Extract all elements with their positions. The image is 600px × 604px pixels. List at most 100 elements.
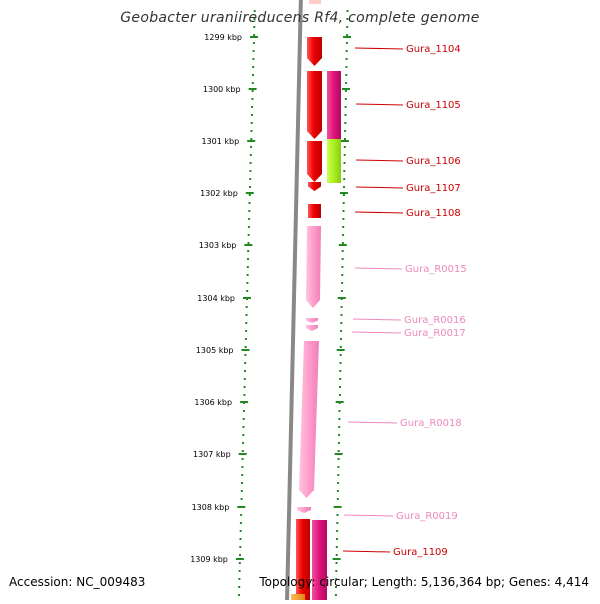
scale-dot <box>341 282 344 284</box>
scale-dot <box>345 82 348 84</box>
gene-label-gura-r0015[interactable]: Gura_R0015 <box>405 264 467 275</box>
scale-tick <box>343 36 351 38</box>
scale-tick <box>339 192 348 194</box>
scale-dot <box>345 42 348 44</box>
scale-dot <box>337 458 340 460</box>
scale-tick <box>333 506 342 508</box>
scale-dot <box>246 274 249 276</box>
scale-tick <box>248 88 257 90</box>
gene-label-gura-1106[interactable]: Gura_1106 <box>406 156 461 167</box>
scale-dot <box>336 538 338 540</box>
scale-dot <box>336 498 339 500</box>
scale-dot <box>340 290 343 292</box>
scale-dot <box>336 530 339 532</box>
cds-feature-1302[interactable] <box>308 204 321 218</box>
scale-dot <box>341 258 344 260</box>
gene-label-gura-1107[interactable]: Gura_1107 <box>406 183 461 194</box>
cds-feature-1301b[interactable] <box>308 182 321 191</box>
scale-tick-label: 1299 kbp <box>204 33 242 42</box>
gene-label-leader <box>343 514 394 517</box>
cds-feature-1301[interactable] <box>307 141 322 182</box>
cds-feature-1309b[interactable] <box>291 594 305 600</box>
gene-label-gura-r0017[interactable]: Gura_R0017 <box>404 328 466 339</box>
gene-label-leader <box>352 318 402 321</box>
scale-dot <box>245 322 248 324</box>
scale-dot <box>345 58 348 60</box>
scale-dot <box>241 458 244 460</box>
scale-dot <box>337 466 340 468</box>
gene-feature-gura-r0019[interactable] <box>297 507 311 513</box>
gene-label-gura-1108[interactable]: Gura_1108 <box>406 208 461 219</box>
gene-feature-gura-1105[interactable] <box>327 71 341 139</box>
gene-label-gura-r0019[interactable]: Gura_R0019 <box>396 511 458 522</box>
gene-label-gura-1109[interactable]: Gura_1109 <box>393 547 448 558</box>
scale-dot <box>239 530 242 532</box>
scale-dot <box>336 514 339 516</box>
scale-dot <box>342 234 345 236</box>
scale-tick <box>337 297 346 299</box>
scale-dot <box>238 594 240 596</box>
scale-dot <box>245 330 248 332</box>
scale-dot <box>344 106 347 108</box>
gene-label-leader <box>355 159 404 162</box>
scale-tick <box>243 297 251 299</box>
gene-feature-gura-1109[interactable] <box>312 520 327 600</box>
scale-dot <box>247 234 250 236</box>
gene-feature-gura-r0015[interactable] <box>306 226 321 308</box>
scale-dot <box>241 466 244 468</box>
scale-dot <box>244 354 247 356</box>
scale-dot <box>244 362 247 364</box>
scale-tick-label: 1300 kbp <box>203 85 241 94</box>
scale-dot <box>338 394 341 396</box>
cds-feature-1299[interactable] <box>307 37 322 66</box>
scale-dot <box>247 258 249 260</box>
scale-dot <box>248 210 251 212</box>
scale-dot <box>344 138 346 140</box>
scale-dot <box>335 546 338 548</box>
scale-dot <box>343 186 345 188</box>
scale-dot <box>340 322 343 324</box>
scale-tick-label: 1309 kbp <box>190 555 228 564</box>
scale-dot <box>336 522 339 524</box>
scale-dot <box>252 42 255 44</box>
cds-feature-1309a[interactable] <box>296 519 310 600</box>
scale-dot <box>346 10 349 12</box>
gene-label-gura-r0018[interactable]: Gura_R0018 <box>400 418 462 429</box>
gene-feature-gura-r0016[interactable] <box>306 318 318 323</box>
scale-dot <box>248 218 251 220</box>
scale-dot <box>339 354 342 356</box>
scale-dot <box>242 410 245 412</box>
gene-label-leader <box>354 267 403 270</box>
gene-label-gura-1105[interactable]: Gura_1105 <box>406 100 461 111</box>
scale-dot <box>345 50 348 52</box>
scale-dot <box>240 490 243 492</box>
map-title: Geobacter uraniireducens Rf4, complete g… <box>120 10 480 26</box>
scale-dot <box>342 226 345 228</box>
scale-dot <box>242 442 245 444</box>
cds-feature-1300[interactable] <box>307 71 322 139</box>
scale-dot <box>246 290 249 292</box>
scale-dot <box>336 490 339 492</box>
cds-fragment <box>309 0 321 4</box>
gene-label-gura-1104[interactable]: Gura_1104 <box>406 44 461 55</box>
scale-dot <box>342 210 345 212</box>
gene-feature-gura-r0017[interactable] <box>306 325 318 331</box>
scale-dot <box>335 578 338 580</box>
scale-dot <box>251 82 254 84</box>
scale-tick-label: 1306 kbp <box>194 398 232 407</box>
scale-dot <box>340 330 343 332</box>
gene-feature-gura-r0018[interactable] <box>299 341 319 498</box>
accession-text: Accession: NC_009483 <box>9 575 146 589</box>
scale-dot <box>251 90 254 92</box>
scale-tick <box>247 140 256 142</box>
scale-tick-label: 1305 kbp <box>196 346 234 355</box>
gene-label-gura-r0016[interactable]: Gura_R0016 <box>404 315 466 326</box>
scale-dot <box>339 346 342 348</box>
genome-summary-text: Topology: circular; Length: 5,136,364 bp… <box>259 575 589 589</box>
scale-dot <box>246 266 249 268</box>
scale-dot <box>250 114 253 116</box>
scale-dot <box>243 378 246 380</box>
gene-feature-gura-1106[interactable] <box>327 139 341 183</box>
scale-dot <box>335 554 338 556</box>
scale-dot <box>242 434 245 436</box>
